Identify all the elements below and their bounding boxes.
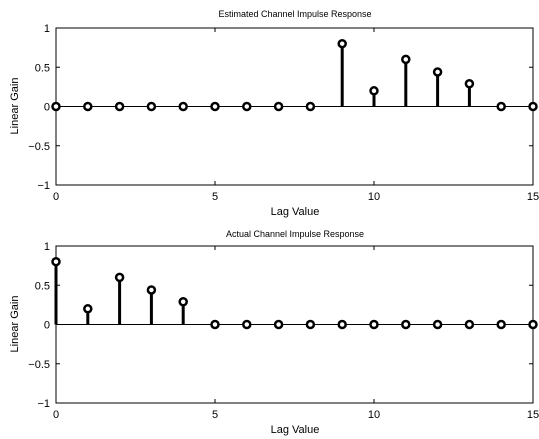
x-tick-label: 10	[368, 191, 380, 203]
stem-marker	[178, 101, 188, 112]
y-tick-label: −0.5	[28, 141, 50, 153]
stem-marker	[337, 319, 347, 330]
stem-marker	[305, 101, 316, 112]
x-tick-label: 10	[368, 409, 380, 421]
stem-marker	[178, 296, 188, 307]
stem-marker	[83, 101, 93, 112]
y-tick-label: 0.5	[35, 62, 50, 74]
stem-marker	[401, 319, 411, 330]
stem-marker	[210, 319, 220, 330]
y-axis: 1 0.5 0 −0.5 −1	[28, 241, 533, 410]
stem-marker	[146, 285, 157, 295]
y-tick-label: 1	[44, 23, 50, 35]
x-tick-label: 0	[53, 409, 59, 421]
y-tick-label: −1	[37, 398, 50, 410]
stem-marker	[51, 256, 61, 267]
stem-marker	[337, 38, 347, 49]
x-tick-label: 0	[53, 191, 59, 203]
estimated-response-plot: Estimated Channel Impulse Response 10.50…	[9, 9, 539, 218]
y-axis-label: Linear Gain	[9, 78, 21, 135]
stem-marker	[369, 319, 379, 330]
stem-marker	[432, 67, 443, 77]
x-tick-label: 5	[212, 409, 218, 421]
y-tick-label: 0	[44, 320, 50, 332]
x-axis-label: Lag Value	[271, 424, 320, 436]
stem-marker	[114, 272, 125, 283]
stem-marker	[401, 54, 411, 65]
stem-marker	[496, 101, 506, 112]
stem-marker	[51, 101, 61, 112]
actual-response-plot: Actual Channel Impulse Response 1 0.5 0 −0.…	[9, 229, 539, 436]
stem-marker	[273, 101, 284, 112]
stem-marker	[146, 101, 157, 112]
y-tick-label: −0.5	[28, 359, 50, 371]
x-tick-label: 15	[527, 191, 539, 203]
y-tick-label: 0.5	[35, 280, 50, 292]
stem-marker	[369, 86, 379, 96]
x-axis: 0 5 10 15	[53, 28, 539, 203]
stem-marker	[273, 319, 284, 330]
stem-series	[51, 256, 538, 330]
stem-marker	[210, 101, 220, 112]
stem-marker	[114, 101, 125, 112]
stem-marker	[464, 78, 475, 89]
stem-marker	[528, 101, 538, 112]
x-axis: 0 5 10 15	[53, 246, 539, 421]
y-tick-label: 0	[44, 102, 50, 114]
x-tick-label: 15	[527, 409, 539, 421]
plot-title: Actual Channel Impulse Response	[226, 229, 364, 239]
x-axis-label: Lag Value	[271, 206, 320, 218]
stem-marker	[528, 319, 538, 330]
stem-series	[51, 38, 538, 112]
stem-marker	[432, 319, 443, 330]
y-tick-label: −1	[37, 180, 50, 192]
y-axis-label: Linear Gain	[9, 296, 21, 353]
plot-title: Estimated Channel Impulse Response	[218, 9, 371, 19]
stem-marker	[305, 319, 316, 330]
stem-marker	[242, 101, 252, 112]
x-tick-label: 5	[212, 191, 218, 203]
stem-marker	[83, 304, 93, 314]
y-tick-label: 1	[44, 241, 50, 253]
stem-marker	[464, 319, 475, 330]
stem-marker	[242, 319, 252, 330]
stem-marker	[496, 319, 506, 330]
